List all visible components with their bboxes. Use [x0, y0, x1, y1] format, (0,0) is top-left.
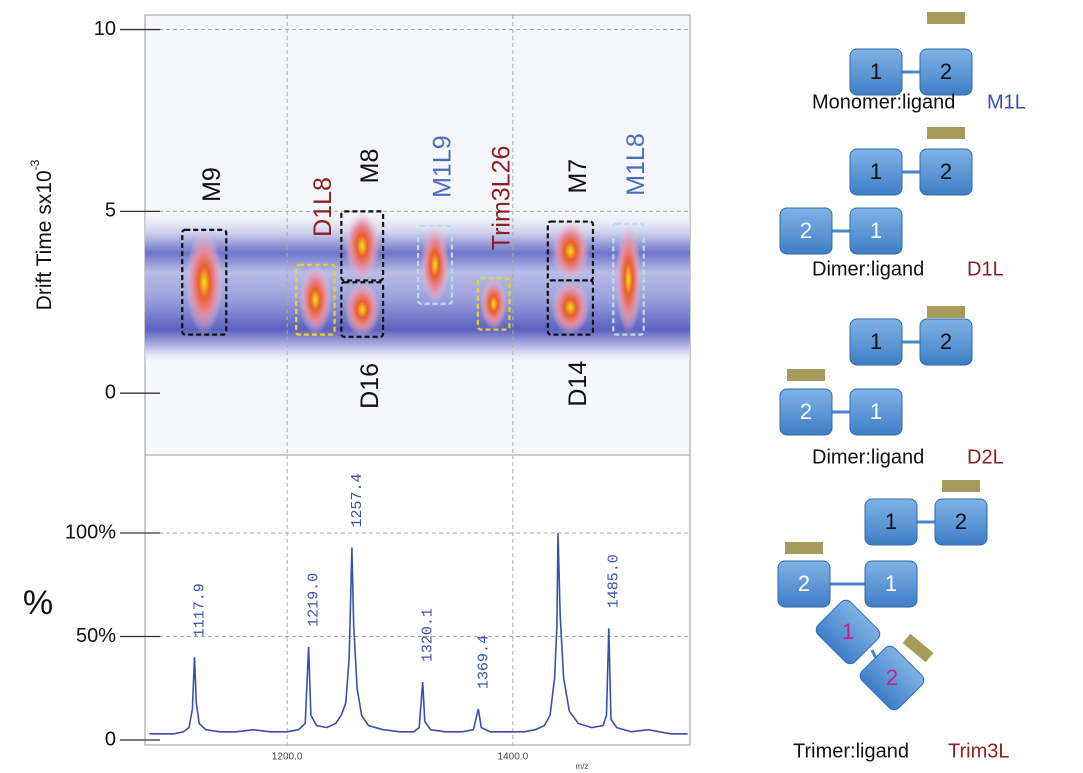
subunit-label: 1 — [842, 619, 854, 644]
region-label: D16 — [356, 363, 384, 409]
heat-spot — [421, 226, 449, 304]
region-label: D1L8 — [309, 177, 337, 237]
subunit-label: 2 — [940, 59, 952, 84]
subunit: 1 — [850, 149, 902, 195]
subunit-label: 2 — [800, 399, 812, 424]
y-tick-label: 50% — [76, 625, 116, 647]
region-label: Trim3L26 — [487, 146, 515, 251]
subunit-label: 2 — [940, 329, 952, 354]
heat-spot — [345, 211, 380, 280]
subunit-label: 1 — [870, 399, 882, 424]
subunit: 2 — [780, 208, 832, 254]
ligand — [927, 127, 965, 139]
subunit-label: 1 — [870, 59, 882, 84]
subunit: 2 — [780, 389, 832, 435]
group-code: M1L — [987, 91, 1026, 113]
peak-label: 1257.4 — [349, 474, 366, 528]
group-code: Trim3L — [948, 740, 1009, 762]
group-caption: Dimer:ligand — [812, 258, 924, 280]
peak-label: 1117.9 — [192, 583, 209, 637]
subunit-label: 1 — [885, 571, 897, 596]
ligand — [903, 634, 934, 662]
subunit-label: 2 — [886, 665, 898, 690]
subunit-label: 1 — [870, 159, 882, 184]
subunit-label: 2 — [940, 159, 952, 184]
region-label: M1L8 — [622, 133, 650, 196]
heat-spot — [345, 282, 380, 337]
subunit-label: 2 — [955, 509, 967, 534]
ligand — [787, 369, 825, 381]
subunit: 1 — [850, 208, 902, 254]
y-axis-label: Drift Time sx10-3 — [28, 159, 55, 310]
region-label: M8 — [356, 149, 384, 184]
subunit: 1 — [850, 319, 902, 365]
y-axis-label-exponent: -3 — [28, 159, 42, 170]
subunit-label: 1 — [885, 509, 897, 534]
peak-label: 1369.4 — [475, 635, 492, 689]
peak-label: 1219.0 — [306, 573, 323, 627]
subunit: 1 — [850, 389, 902, 435]
y-tick-label: 10 — [94, 18, 116, 40]
ligand — [942, 480, 980, 492]
y-tick-label: 0 — [105, 381, 116, 403]
subunit: 2 — [920, 49, 972, 95]
subunit: 1 — [865, 561, 917, 607]
subunit: 2 — [920, 149, 972, 195]
x-tick-label: 1400.0 — [498, 752, 529, 763]
subunit: 1 — [865, 499, 917, 545]
subunit: 2 — [778, 561, 830, 607]
x-axis-label: m/z — [576, 762, 589, 771]
heat-band — [145, 205, 690, 365]
group-code: D1L — [967, 258, 1004, 280]
subunit: 1 — [850, 49, 902, 95]
y-tick-label: 100% — [65, 521, 116, 543]
peak-label: 1320.1 — [420, 608, 437, 662]
x-tick-label: 1200.0 — [272, 752, 303, 763]
subunit: 1 — [813, 597, 882, 666]
heat-spot — [551, 280, 589, 334]
ligand — [927, 12, 965, 24]
y-axis-label: % — [23, 584, 53, 622]
region-label: D14 — [564, 361, 592, 407]
y-tick-label: 5 — [105, 200, 116, 222]
ligand — [785, 542, 823, 554]
subunit-label: 2 — [798, 571, 810, 596]
peak-label: 1485.0 — [606, 554, 623, 608]
region-label: M1L9 — [429, 135, 457, 198]
heat-spot — [186, 230, 223, 335]
figure: 1200.01400.0m/z0510Drift Time sx10-3M9D1… — [0, 0, 1083, 773]
heat-spot — [551, 222, 589, 281]
y-axis-label-text: Drift Time sx10 — [33, 170, 56, 310]
y-tick-label: 0 — [105, 728, 116, 750]
heat-spot — [480, 278, 507, 329]
subunit: 2 — [920, 319, 972, 365]
group-caption: Trimer:ligand — [793, 740, 909, 762]
subunit-label: 1 — [870, 329, 882, 354]
subunit-label: 1 — [870, 218, 882, 243]
subunit-label: 2 — [800, 218, 812, 243]
region-label: M7 — [564, 159, 592, 194]
group-caption: Dimer:ligand — [812, 446, 924, 468]
group-caption: Monomer:ligand — [812, 91, 955, 113]
ligand — [927, 306, 965, 318]
region-label: M9 — [198, 167, 226, 202]
diagram: 1 2 Monomer:ligand M1L 1 2 2 1 Dimer:ligand D1L 1 2… — [778, 12, 1026, 762]
spectrum-panel: 1200.0 1400.0 m/z 0 50% 100%% 1117.9 1219.0 1257… — [23, 455, 690, 771]
group-code: D2L — [967, 446, 1004, 468]
heat-spot — [616, 224, 642, 335]
heat-spot — [299, 265, 331, 335]
subunit: 2 — [935, 499, 987, 545]
